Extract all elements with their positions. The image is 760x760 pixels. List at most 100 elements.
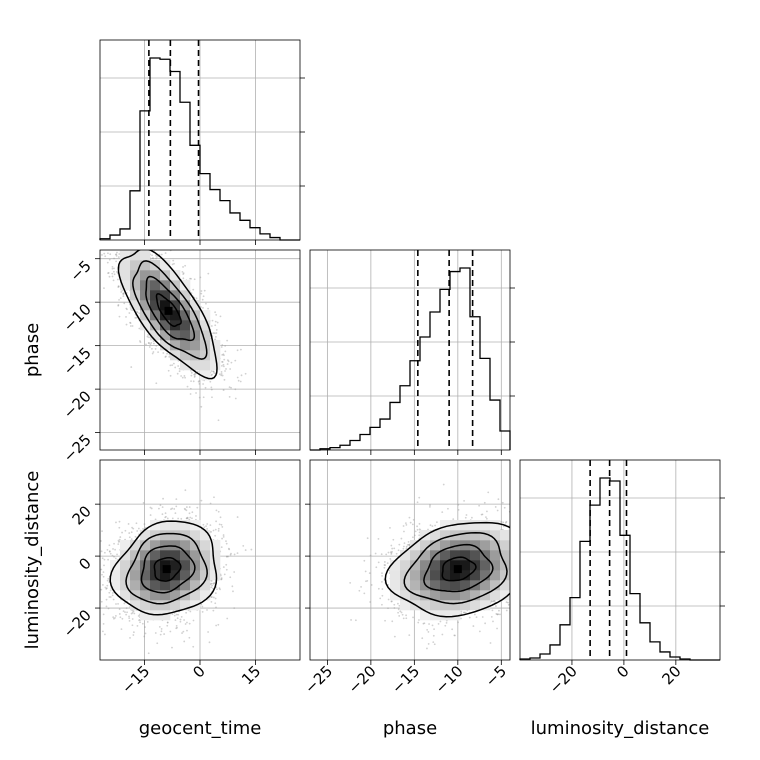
sample-point <box>189 610 192 613</box>
sample-point <box>125 316 127 318</box>
sample-point <box>104 255 107 258</box>
y-tick-label: −20 <box>60 387 95 422</box>
sample-point <box>220 578 223 581</box>
sample-point <box>211 396 213 399</box>
density-cell <box>490 520 501 531</box>
sample-point <box>381 603 383 606</box>
sample-point <box>222 389 225 391</box>
sample-point <box>391 550 393 553</box>
density-cell <box>150 520 161 531</box>
sample-point <box>157 351 160 354</box>
sample-point <box>515 561 517 563</box>
sample-point <box>524 577 526 579</box>
sample-point <box>206 523 209 525</box>
density-cell <box>200 530 211 541</box>
sample-point <box>130 366 133 368</box>
density-cell <box>200 360 211 371</box>
x-tick-label: 0 <box>613 662 632 681</box>
sample-point <box>149 514 152 516</box>
sample-point <box>147 342 150 344</box>
sample-point <box>207 307 209 310</box>
sample-point <box>100 588 103 591</box>
sample-point <box>225 368 227 370</box>
sample-point <box>212 370 215 373</box>
density-cell <box>190 540 201 551</box>
sample-point <box>392 538 395 541</box>
sample-point <box>227 547 230 550</box>
sample-point <box>403 542 406 545</box>
sample-point <box>184 508 187 511</box>
density-cell <box>470 550 481 561</box>
sample-point <box>460 612 463 615</box>
density-cell <box>430 600 441 611</box>
sample-point <box>124 529 127 532</box>
sample-point <box>199 305 202 308</box>
sample-point <box>125 323 128 326</box>
sample-point <box>490 615 493 618</box>
sample-point <box>164 356 167 358</box>
sample-point <box>212 370 215 373</box>
density-cell <box>480 570 491 581</box>
sample-point <box>512 569 514 571</box>
sample-point <box>107 607 110 610</box>
histogram-step-line <box>99 57 300 241</box>
density-cell <box>480 560 491 571</box>
sample-point <box>221 537 223 540</box>
sample-point <box>221 344 224 346</box>
sample-point <box>131 624 134 627</box>
sample-point <box>510 548 512 550</box>
sample-point <box>405 545 408 548</box>
density-cell <box>460 580 471 591</box>
sample-point <box>168 355 171 358</box>
sample-point <box>156 642 159 645</box>
sample-point <box>216 321 219 324</box>
sample-point <box>393 603 396 606</box>
sample-point <box>119 536 122 538</box>
density-cell <box>140 530 151 541</box>
sample-point <box>349 581 352 584</box>
sample-point <box>129 248 131 250</box>
sample-point <box>176 617 179 620</box>
sample-point <box>254 344 257 347</box>
sample-point <box>79 602 81 604</box>
sample-point <box>135 522 138 525</box>
sample-point <box>222 566 225 568</box>
sample-point <box>218 587 221 590</box>
sample-point <box>211 319 214 322</box>
sample-point <box>151 254 153 257</box>
sample-point <box>113 555 115 558</box>
density-cell <box>490 570 501 581</box>
sample-point <box>103 558 106 561</box>
density-cell <box>440 520 451 531</box>
density-cell <box>140 570 151 581</box>
sample-point <box>432 634 435 637</box>
sample-point <box>495 612 498 615</box>
sample-point <box>189 393 192 395</box>
sample-point <box>210 388 213 391</box>
sample-point <box>244 549 247 551</box>
density-cell <box>140 250 151 261</box>
sample-point <box>209 502 212 505</box>
sample-point <box>123 302 126 305</box>
density-cell <box>170 300 181 311</box>
sample-point <box>524 576 526 578</box>
density-cell <box>170 560 181 571</box>
sample-point <box>113 257 115 260</box>
sample-point <box>452 518 455 521</box>
sample-point <box>131 325 134 327</box>
density-cell <box>160 260 171 271</box>
sample-point <box>525 582 527 584</box>
sample-point <box>412 518 415 521</box>
sample-point <box>223 573 226 576</box>
sample-point <box>408 516 411 519</box>
sample-point <box>487 491 490 494</box>
sample-point <box>214 338 217 341</box>
density-cell <box>500 530 510 541</box>
sample-point <box>107 252 109 255</box>
density-cell <box>410 580 421 591</box>
density-cell <box>170 350 181 361</box>
sample-point <box>213 496 215 499</box>
sample-point <box>184 264 187 267</box>
density-cell <box>140 320 151 331</box>
